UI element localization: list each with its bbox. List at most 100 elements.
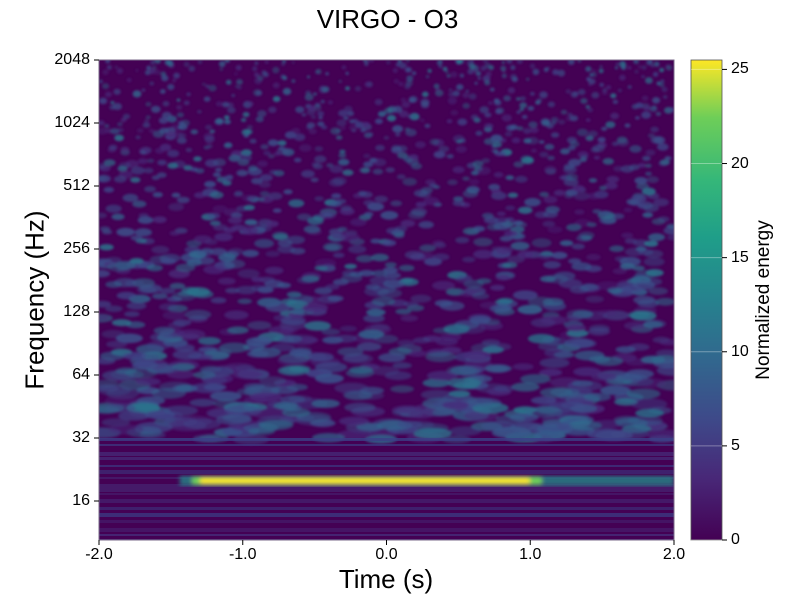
noise-blob [446, 365, 478, 376]
noise-blob [499, 235, 513, 242]
noise-blob [248, 165, 258, 172]
noise-blob [596, 281, 620, 291]
noise-blob [530, 127, 539, 134]
noise-blob [613, 165, 624, 172]
noise-blob [409, 112, 420, 121]
noise-blob [243, 134, 249, 138]
noise-blob [570, 91, 579, 98]
low-frequency-stripe [99, 444, 674, 446]
noise-blob [495, 274, 511, 281]
noise-blob [176, 137, 187, 144]
noise-blob [614, 66, 618, 70]
noise-blob [341, 65, 347, 70]
noise-blob [171, 192, 181, 198]
noise-blob [588, 327, 611, 336]
noise-blob [251, 177, 263, 185]
noise-blob [578, 89, 586, 96]
noise-blob [515, 175, 528, 183]
noise-blob [482, 75, 491, 82]
noise-blob [406, 60, 410, 63]
noise-blob [663, 95, 668, 99]
colorbar-tick-label: 15 [731, 248, 749, 266]
y-tick-label: 16 [72, 492, 90, 509]
noise-blob [213, 224, 228, 231]
x-tick-label: 1.0 [519, 546, 542, 563]
noise-blob [301, 113, 307, 117]
noise-blob [522, 128, 532, 134]
noise-blob [654, 62, 660, 67]
noise-blob [349, 124, 358, 131]
noise-blob [219, 67, 223, 71]
noise-blob [421, 91, 429, 98]
noise-blob [592, 209, 602, 214]
noise-blob [659, 82, 665, 88]
noise-blob [610, 112, 620, 120]
noise-blob [130, 166, 145, 175]
noise-blob [660, 79, 665, 83]
noise-blob [664, 156, 672, 161]
noise-blob [139, 284, 163, 294]
noise-blob [568, 420, 603, 431]
noise-blob [619, 74, 626, 81]
noise-blob [269, 169, 278, 175]
noise-blob [566, 329, 589, 338]
noise-blob [553, 189, 566, 196]
noise-blob [425, 75, 430, 79]
noise-blob [402, 177, 418, 186]
low-frequency-stripe [99, 513, 674, 517]
noise-blob [611, 141, 619, 146]
noise-blob [106, 340, 128, 348]
noise-blob [652, 97, 661, 104]
noise-blob [497, 297, 514, 304]
noise-blob [493, 98, 500, 103]
noise-blob [193, 235, 212, 244]
noise-blob [623, 321, 647, 330]
colorbar-tick-label: 5 [731, 436, 740, 454]
noise-blob [265, 220, 279, 227]
noise-blob [510, 74, 517, 81]
noise-blob [587, 192, 600, 200]
noise-blob [623, 207, 633, 213]
low-frequency-stripe [99, 452, 674, 456]
noise-blob [571, 262, 592, 271]
low-frequency-stripe [99, 493, 674, 495]
noise-blob [504, 230, 518, 237]
noise-blob [287, 294, 314, 305]
noise-blob [108, 424, 144, 435]
noise-blob [114, 134, 124, 142]
noise-blob [241, 194, 255, 202]
noise-blob [544, 348, 571, 358]
noise-blob [452, 166, 465, 174]
low-frequency-stripe [99, 507, 674, 510]
noise-blob [438, 64, 443, 69]
noise-blob [408, 154, 419, 161]
noise-blob [447, 97, 457, 105]
noise-blob [132, 90, 142, 98]
noise-blob [383, 279, 405, 289]
noise-blob [209, 129, 216, 134]
noise-blob [169, 282, 186, 290]
noise-blob [483, 123, 492, 129]
noise-blob [539, 151, 549, 158]
noise-blob [550, 116, 559, 123]
noise-blob [474, 81, 478, 85]
noise-blob [498, 151, 506, 157]
noise-blob [344, 402, 376, 413]
noise-blob [384, 371, 412, 381]
noise-blob [392, 68, 398, 73]
noise-blob [456, 84, 464, 91]
noise-blob [152, 293, 168, 300]
noise-blob [488, 101, 493, 105]
noise-blob [411, 71, 417, 76]
noise-blob [560, 109, 568, 115]
noise-blob [559, 240, 574, 247]
noise-blob [477, 76, 481, 80]
noise-blob [383, 271, 401, 280]
noise-blob [541, 120, 551, 127]
low-frequency-stripe [99, 534, 674, 536]
noise-blob [342, 353, 374, 364]
noise-blob [587, 107, 594, 113]
noise-blob [259, 181, 271, 188]
noise-blob [383, 266, 398, 274]
noise-blob [264, 60, 269, 64]
